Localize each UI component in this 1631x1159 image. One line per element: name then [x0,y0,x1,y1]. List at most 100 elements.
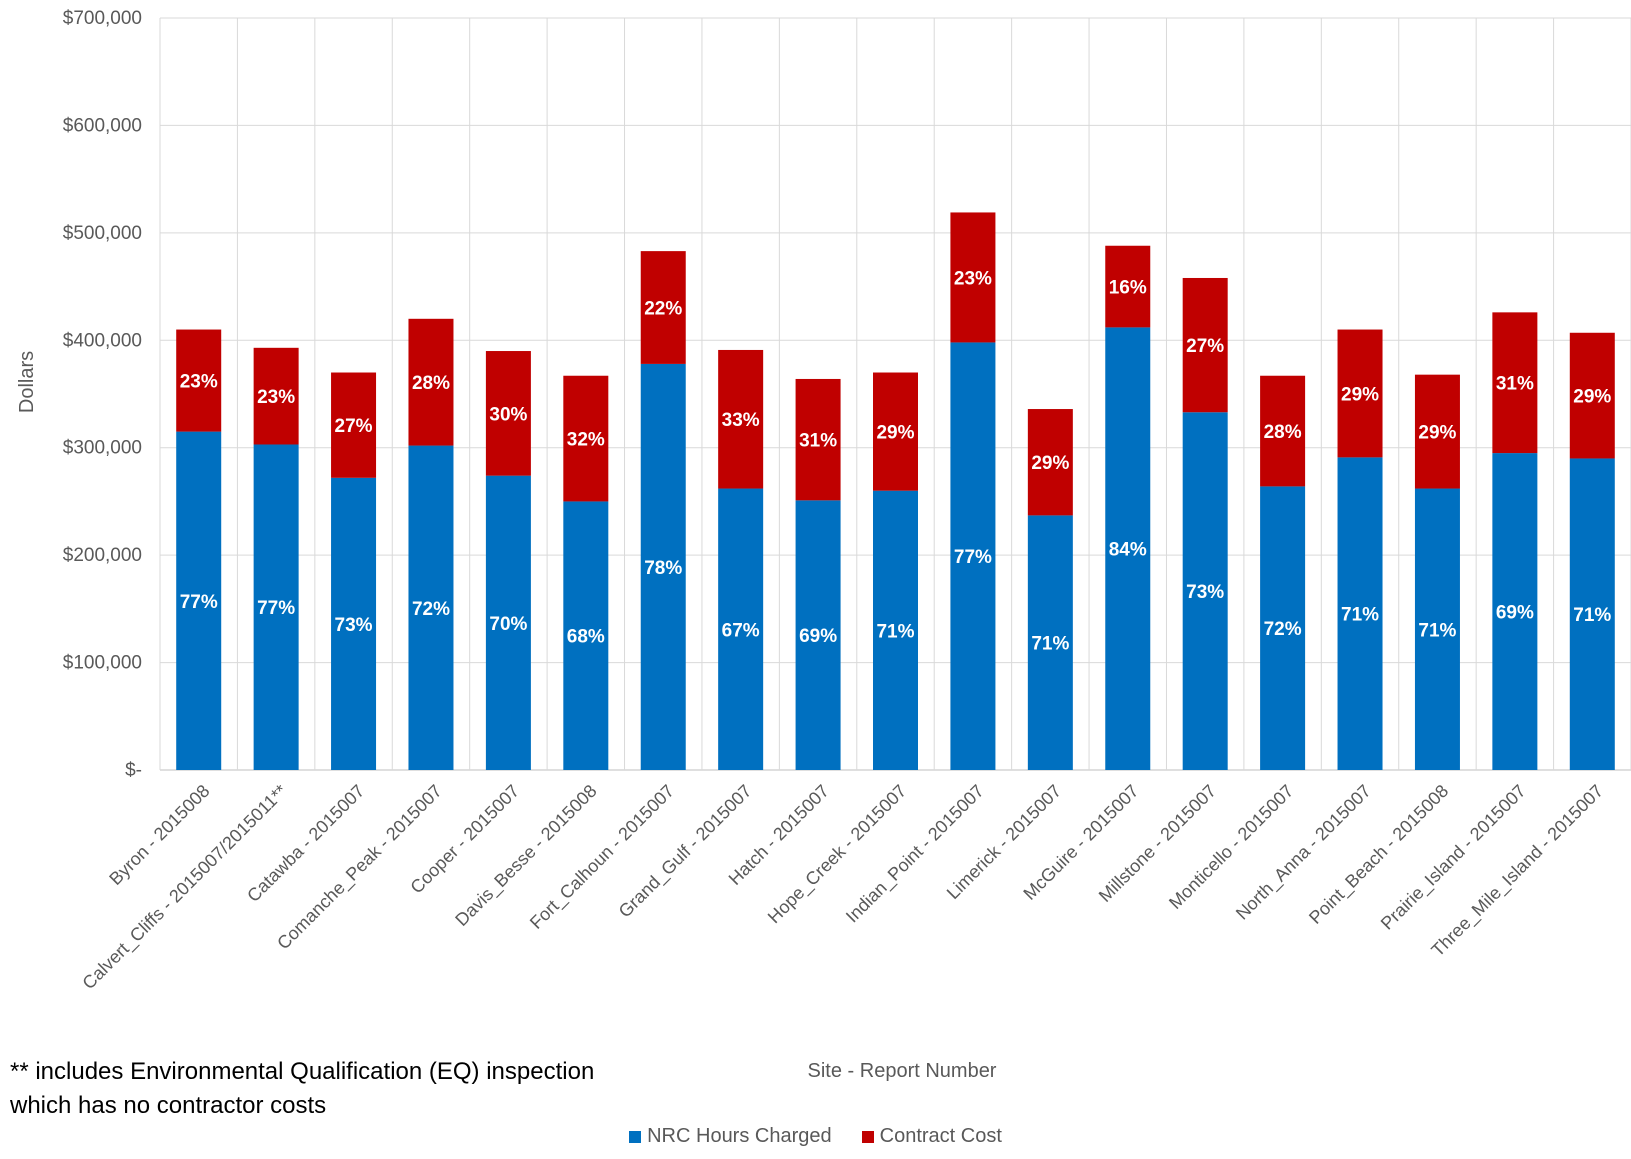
x-tick-label: North_Anna - 2015007 [1232,781,1376,925]
bar-nrc-hours [950,342,996,770]
x-tick-label: Point_Beach - 2015008 [1305,781,1453,929]
bars [176,212,1615,770]
data-label: 72% [412,599,450,620]
x-tick-label: Hope_Creek - 2015007 [764,781,911,928]
data-label: 30% [489,404,527,425]
y-tick-label: $700,000 [63,8,142,29]
legend-label-nrc-hours: NRC Hours Charged [647,1125,832,1147]
footnote-line-2: which has no contractor costs [10,1092,327,1119]
data-label: 27% [335,416,373,437]
bar-contract-cost [640,251,686,364]
data-label: 72% [1264,619,1302,640]
data-label: 78% [644,558,682,579]
bar-contract-cost [718,349,764,489]
y-axis-title: Dollars [16,351,38,413]
data-label: 29% [1418,423,1456,444]
data-label: 67% [722,620,760,641]
data-label: 71% [1031,634,1069,655]
bar-nrc-hours [718,488,764,770]
y-tick-label: $500,000 [63,223,142,244]
legend-label-contract-cost: Contract Cost [879,1125,1002,1147]
footnote: ** includes Environmental Qualification … [10,1055,594,1123]
data-label: 23% [257,387,295,408]
y-tick-label: $200,000 [63,545,142,566]
x-tick-label: Fort_Calhoun - 2015007 [526,781,679,934]
data-label: 77% [180,592,218,613]
data-label: 77% [954,547,992,568]
bar-contract-cost [873,372,918,491]
legend-item-nrc-hours: NRC Hours Charged [629,1125,832,1148]
data-label: 84% [1109,540,1147,561]
data-labels: 77% 23% 77% 23% 73% 27% 72% 28% 70% 30% 68% 32% 78% 2… [180,268,1612,654]
data-label: 29% [1341,384,1379,405]
bar-nrc-hours [408,445,454,770]
bar-nrc-hours [1182,412,1228,770]
bar-contract-cost [176,329,222,432]
bar-nrc-hours [1027,515,1073,770]
y-axis-ticks: $- $100,000 $200,000 $300,000 $400,000 $500,0… [63,8,142,781]
data-label: 22% [644,299,682,320]
bar-nrc-hours [253,444,299,770]
legend-item-contract-cost: Contract Cost [861,1125,1002,1148]
data-label: 29% [876,423,914,444]
bar-contract-cost [485,351,531,476]
y-tick-label: $300,000 [63,438,142,459]
x-tick-label: Comanche_Peak - 2015007 [273,781,446,954]
x-tick-label: Three_Mile_Island - 2015007 [1427,781,1607,961]
bar-contract-cost [331,372,377,478]
data-label: 77% [257,598,295,619]
bar-nrc-hours [1414,488,1460,770]
bar-nrc-hours [873,490,918,770]
data-label: 33% [722,410,760,431]
bar-contract-cost [950,212,996,343]
y-tick-label: $600,000 [63,115,142,136]
data-label: 31% [799,431,837,452]
bar-nrc-hours [331,477,377,770]
x-tick-label: Davis_Besse - 2015008 [451,781,601,931]
data-label: 29% [1031,453,1069,474]
data-label: 69% [799,626,837,647]
bar-nrc-hours [1569,458,1615,770]
bar-nrc-hours [563,501,609,770]
bar-nrc-hours [1337,457,1383,770]
x-tick-label: Grand_Gulf - 2015007 [615,781,757,923]
bar-contract-cost [408,318,454,446]
data-label: 29% [1573,387,1611,408]
bar-nrc-hours [1260,486,1306,770]
bar-nrc-hours [176,431,222,770]
data-label: 71% [1418,620,1456,641]
data-label: 23% [954,268,992,289]
x-tick-label: Prairie_Island - 2015007 [1377,781,1531,935]
bar-nrc-hours [640,363,686,770]
data-label: 70% [489,614,527,635]
data-label: 71% [1341,605,1379,626]
bar-contract-cost [795,378,841,501]
data-label: 31% [1496,374,1534,395]
data-label: 23% [180,372,218,393]
data-label: 27% [1186,336,1224,357]
bar-nrc-hours [1492,453,1538,770]
bar-contract-cost [1414,374,1460,489]
bar-contract-cost [563,375,609,502]
bar-contract-cost [1492,312,1538,454]
data-label: 32% [567,430,605,451]
footnote-line-1: ** includes Environmental Qualification … [10,1058,595,1085]
data-label: 73% [335,615,373,636]
data-label: 69% [1496,603,1534,624]
bar-contract-cost [1027,409,1073,516]
x-tick-label: Indian_Point - 2015007 [842,781,988,927]
bar-contract-cost [1337,329,1383,458]
gridlines [159,17,1631,771]
legend-swatch-nrc-hours [629,1130,642,1143]
legend-swatch-contract-cost [861,1130,874,1143]
data-label: 68% [567,627,605,648]
y-tick-label: $100,000 [63,653,142,674]
bar-nrc-hours [485,475,531,770]
bar-contract-cost [1260,375,1306,487]
data-label: 28% [412,373,450,394]
bar-nrc-hours [795,500,841,770]
data-label: 28% [1264,422,1302,443]
data-label: 71% [876,621,914,642]
